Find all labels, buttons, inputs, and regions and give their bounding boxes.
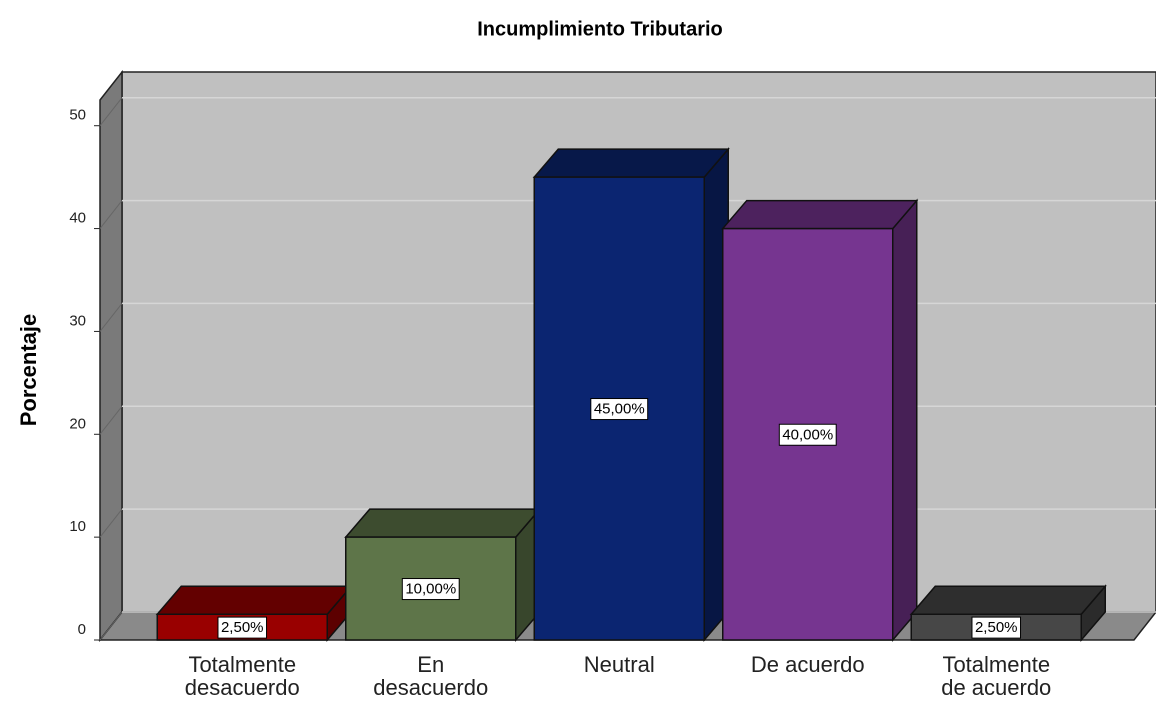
bar-top [909, 585, 1107, 616]
bar-top [721, 199, 919, 230]
y-tick-label: 50 [69, 107, 86, 124]
value-label-box [401, 578, 460, 601]
bar-top [344, 508, 542, 538]
bar-top [155, 585, 353, 616]
grid-line [99, 200, 123, 229]
x-tick-label: En desacuerdo [373, 652, 489, 700]
grid-line [99, 97, 123, 127]
y-tick-label: 20 [69, 415, 86, 432]
value-label-box [971, 616, 1022, 639]
grid-line [99, 611, 123, 641]
bar [532, 147, 730, 643]
value-label-box [590, 398, 649, 421]
x-tick-label: Neutral [583, 652, 655, 677]
y-tick-label: 0 [78, 621, 86, 638]
value-label: 2,50% [221, 619, 264, 636]
bar-side [892, 198, 918, 643]
x-tick-label: De acuerdo [750, 652, 865, 677]
value-label: 45,00% [594, 401, 645, 418]
bar-top [532, 148, 730, 178]
bar [721, 198, 919, 643]
grid-line [99, 405, 123, 435]
y-tick-label: 10 [69, 518, 86, 535]
x-tick-label: Totalmente desacuerdo [184, 652, 300, 700]
y-axis-label: Porcentaje [16, 314, 41, 427]
y-tick-label: 40 [69, 210, 86, 227]
x-tick-label: Totalmente de acuerdo [941, 652, 1052, 700]
value-label: 40,00% [782, 426, 833, 443]
grid-line [99, 508, 123, 538]
bar [344, 507, 542, 643]
value-label-box [217, 616, 268, 639]
value-label: 10,00% [405, 581, 456, 598]
value-label-box [778, 423, 837, 446]
side-wall [99, 69, 123, 643]
chart-title: Incumplimiento Tributario [477, 18, 723, 40]
y-tick-label: 30 [69, 312, 86, 329]
grid-line [99, 303, 123, 332]
value-label: 2,50% [975, 619, 1018, 636]
